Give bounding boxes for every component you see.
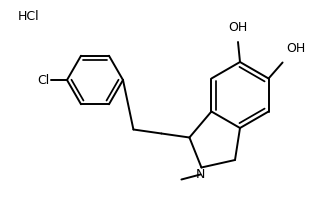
Text: OH: OH <box>228 21 248 34</box>
Text: Cl: Cl <box>37 73 49 86</box>
Text: OH: OH <box>287 43 306 55</box>
Text: N: N <box>196 168 205 181</box>
Text: HCl: HCl <box>18 10 40 23</box>
